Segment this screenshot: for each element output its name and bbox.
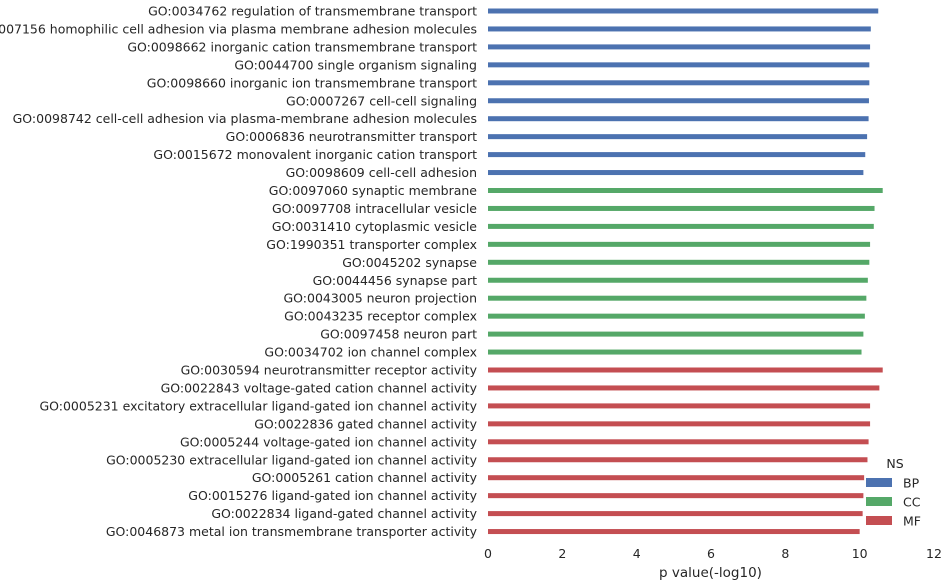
bar: [488, 188, 883, 193]
bar: [488, 349, 862, 355]
bar: [488, 295, 867, 301]
bar: [488, 44, 871, 50]
bar: [488, 331, 864, 337]
category-label: GO:0005244 voltage-gated ion channel act…: [180, 434, 478, 449]
category-label: GO:0044456 synapse part: [313, 273, 477, 288]
category-label: GO:0034702 ion channel complex: [264, 345, 477, 360]
bar: [488, 259, 870, 265]
category-label: GO:0022834 ligand-gated channel activity: [211, 506, 477, 521]
legend-label: CC: [903, 495, 921, 510]
bar: [488, 205, 875, 211]
bar: [488, 511, 863, 517]
x-axis-title: p value(-log10): [659, 565, 762, 581]
bar: [488, 421, 871, 427]
bar: [488, 134, 868, 140]
x-tick-label: 10: [852, 546, 868, 561]
category-label: GO:0015276 ligand-gated ion channel acti…: [188, 488, 477, 503]
category-label: GO:0022836 gated channel activity: [254, 416, 477, 431]
bar: [488, 367, 883, 373]
category-labels: GO:0034762 regulation of transmembrane t…: [0, 4, 478, 540]
x-tick-label: 6: [707, 546, 715, 561]
bar: [488, 529, 860, 535]
bar: [488, 26, 871, 32]
category-label: GO:0045202 synapse: [342, 255, 477, 270]
category-label: GO:0043235 receptor complex: [284, 309, 477, 324]
category-label: GO:0097060 synaptic membrane: [269, 183, 478, 198]
bar: [488, 241, 871, 247]
category-label: GO:0043005 neuron projection: [283, 291, 477, 306]
bar: [488, 62, 870, 68]
legend-label: BP: [903, 476, 920, 491]
x-tick-label: 12: [926, 546, 942, 561]
category-label: GO:0034762 regulation of transmembrane t…: [148, 4, 477, 19]
bar: [488, 116, 869, 122]
category-label: GO:0097458 neuron part: [320, 327, 477, 342]
bar: [488, 8, 879, 14]
bar: [488, 152, 866, 158]
bar: [488, 98, 869, 104]
legend-label: MF: [903, 514, 921, 529]
bar: [488, 313, 865, 319]
bar: [488, 493, 864, 499]
x-tick-label: 8: [781, 546, 789, 561]
category-label: GO:0007267 cell-cell signaling: [286, 93, 477, 108]
legend-swatch: [866, 497, 892, 506]
legend-swatch: [866, 478, 892, 487]
category-label: GO:0031410 cytoplasmic vesicle: [272, 219, 477, 234]
category-label: GO:0015672 monovalent inorganic cation t…: [153, 147, 477, 162]
bar: [488, 80, 870, 86]
bar: [488, 439, 869, 445]
category-label: GO:1990351 transporter complex: [266, 237, 477, 252]
category-label: GO:0046873 metal ion transmembrane trans…: [106, 524, 478, 539]
category-label: GO:0005261 cation channel activity: [252, 470, 478, 485]
x-axis: 0 2 4 6 8 10 12: [484, 546, 942, 561]
bar: [488, 385, 880, 391]
category-label: GO:0005230 extracellular ligand-gated io…: [106, 452, 478, 467]
bar: [488, 457, 868, 463]
category-label: GO:0030594 neurotransmitter receptor act…: [181, 363, 478, 378]
bar: [488, 170, 864, 176]
category-label: GO:0006836 neurotransmitter transport: [226, 129, 477, 144]
bars: [488, 8, 883, 535]
bar: [488, 277, 868, 283]
x-tick-label: 2: [558, 546, 566, 561]
category-label: GO:0005231 excitatory extracellular liga…: [39, 398, 477, 413]
category-label: GO:0098742 cell-cell adhesion via plasma…: [13, 111, 477, 126]
category-label: GO:0044700 single organism signaling: [234, 57, 477, 72]
category-label: GO:0098662 inorganic cation transmembran…: [127, 39, 477, 54]
bar: [488, 475, 865, 481]
category-label: GO:0007156 homophilic cell adhesion via …: [0, 21, 477, 36]
category-label: GO:0022843 voltage-gated cation channel …: [161, 380, 478, 395]
legend-swatch: [866, 516, 892, 525]
category-label: GO:0097708 intracellular vesicle: [272, 201, 477, 216]
bar: [488, 403, 871, 409]
x-tick-label: 0: [484, 546, 492, 561]
x-tick-label: 4: [633, 546, 641, 561]
bar: [488, 223, 874, 229]
legend-title: NS: [886, 456, 903, 471]
category-label: GO:0098609 cell-cell adhesion: [286, 165, 477, 180]
category-label: GO:0098660 inorganic ion transmembrane t…: [147, 75, 477, 90]
